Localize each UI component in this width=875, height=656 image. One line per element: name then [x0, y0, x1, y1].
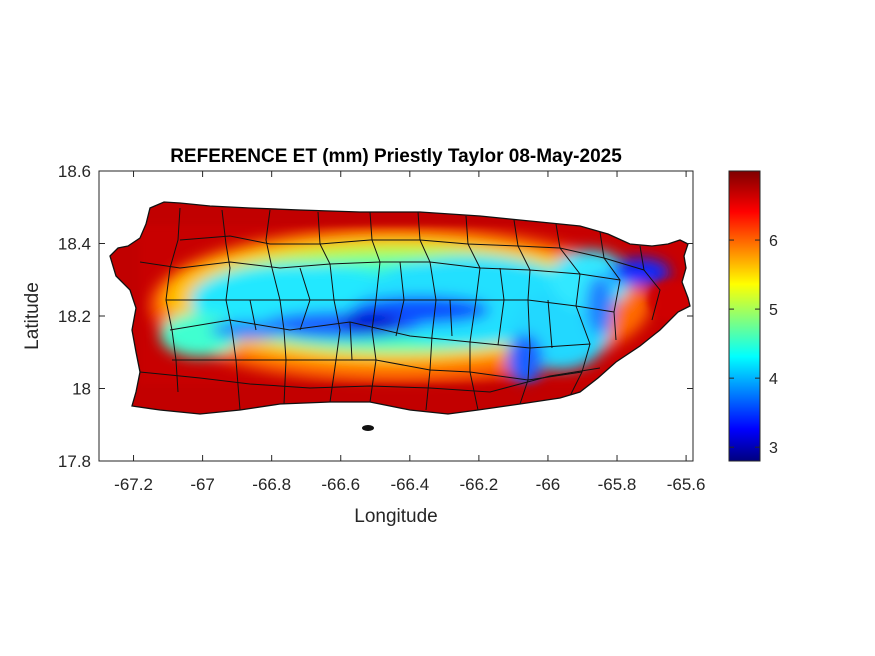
y-tick-label: 17.8 [58, 452, 91, 471]
y-tick-label: 18.2 [58, 307, 91, 326]
y-axis: 17.8 18 18.2 18.4 18.6 [58, 162, 693, 471]
x-axis: -67.2 -67 -66.8 -66.6 -66.4 -66.2 -66 -65.8 -65.… [114, 171, 705, 494]
chart-title: REFERENCE ET (mm) Priestly Taylor 08-May… [170, 146, 622, 167]
x-tick-label: -66 [536, 475, 561, 494]
colorbar-tick-label: 3 [769, 440, 778, 457]
x-tick-label: -66.6 [321, 475, 360, 494]
colorbar [728, 170, 761, 462]
municipality-boundaries [139, 207, 661, 411]
y-tick-label: 18.6 [58, 162, 91, 181]
y-tick-label: 18.4 [58, 235, 91, 254]
x-tick-label: -65.6 [667, 475, 706, 494]
x-tick-label: -67 [190, 475, 215, 494]
x-axis-label: Longitude [354, 506, 437, 527]
x-tick-label: -66.8 [252, 475, 291, 494]
x-tick-label: -65.8 [598, 475, 637, 494]
y-tick-label: 18 [72, 380, 91, 399]
y-axis-label: Latitude [22, 282, 43, 350]
colorbar-tick-label: 5 [769, 302, 778, 319]
x-tick-label: -67.2 [114, 475, 153, 494]
x-tick-label: -66.4 [390, 475, 429, 494]
colorbar-tick-label: 4 [769, 371, 778, 388]
x-tick-label: -66.2 [460, 475, 499, 494]
offshore-island [362, 425, 374, 431]
colorbar-ticks: 3 4 5 6 [729, 233, 778, 457]
colorbar-tick-label: 6 [769, 233, 778, 250]
